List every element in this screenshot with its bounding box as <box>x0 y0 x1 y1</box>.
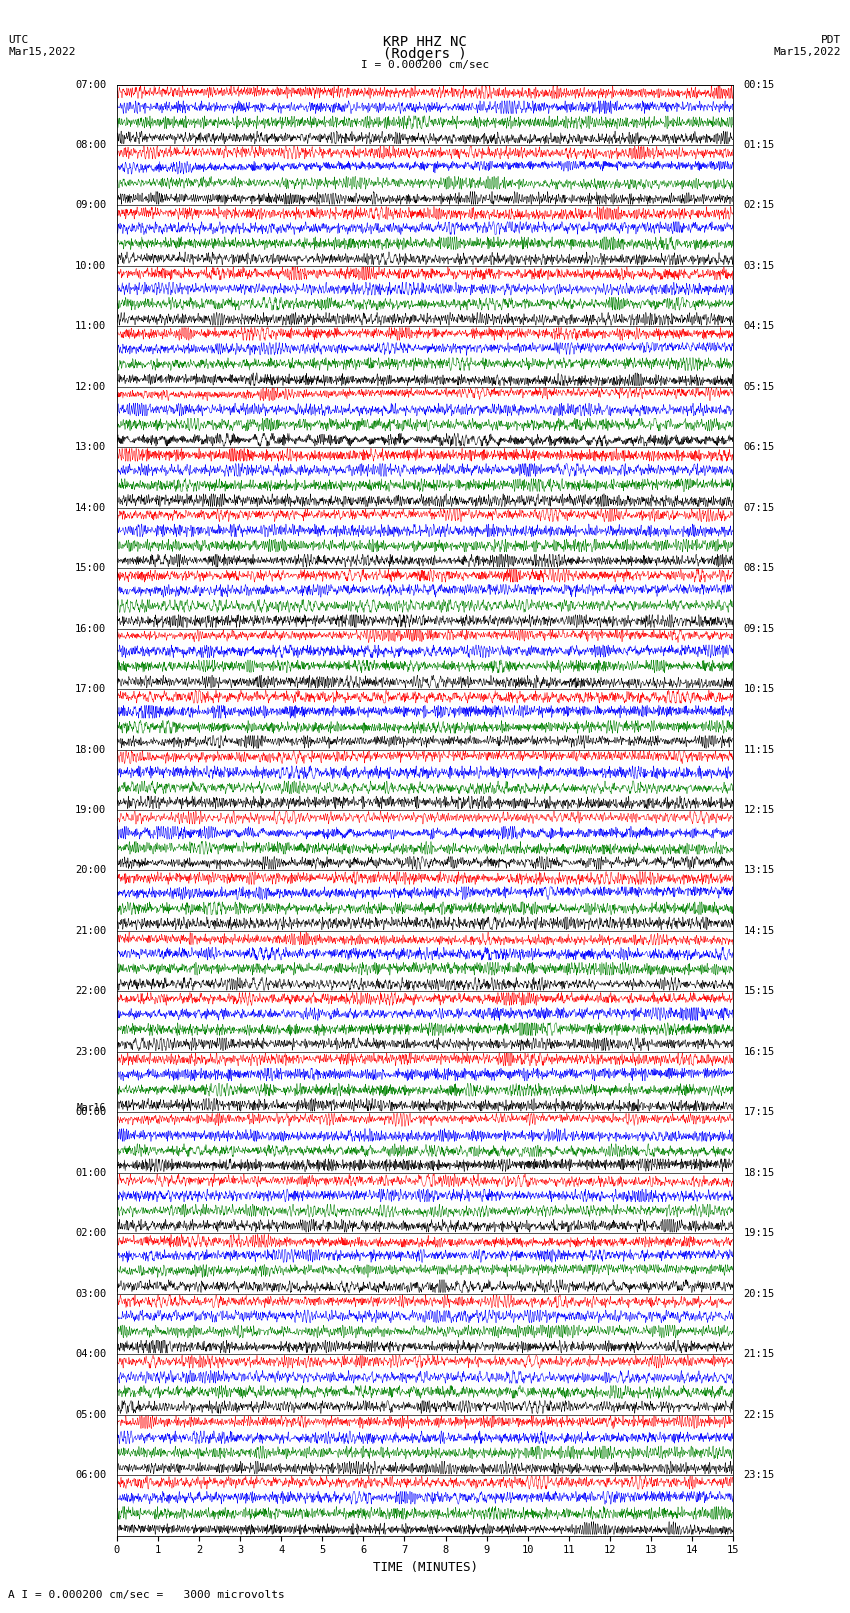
Text: 23:15: 23:15 <box>744 1469 775 1481</box>
X-axis label: TIME (MINUTES): TIME (MINUTES) <box>372 1561 478 1574</box>
Text: 11:00: 11:00 <box>75 321 106 331</box>
Text: 12:15: 12:15 <box>744 805 775 815</box>
Text: 05:00: 05:00 <box>75 1410 106 1419</box>
Text: 00:00: 00:00 <box>75 1107 106 1118</box>
Text: 09:15: 09:15 <box>744 624 775 634</box>
Text: 20:15: 20:15 <box>744 1289 775 1298</box>
Text: 05:15: 05:15 <box>744 382 775 392</box>
Text: 17:00: 17:00 <box>75 684 106 694</box>
Text: 02:00: 02:00 <box>75 1227 106 1239</box>
Text: 19:00: 19:00 <box>75 805 106 815</box>
Text: 18:00: 18:00 <box>75 745 106 755</box>
Text: 09:00: 09:00 <box>75 200 106 210</box>
Text: 22:00: 22:00 <box>75 987 106 997</box>
Text: Mar15,2022: Mar15,2022 <box>8 47 76 56</box>
Text: 20:00: 20:00 <box>75 866 106 876</box>
Text: 13:00: 13:00 <box>75 442 106 452</box>
Text: 04:00: 04:00 <box>75 1348 106 1360</box>
Text: 15:00: 15:00 <box>75 563 106 573</box>
Text: 07:00: 07:00 <box>75 79 106 89</box>
Text: 10:15: 10:15 <box>744 684 775 694</box>
Text: I = 0.000200 cm/sec: I = 0.000200 cm/sec <box>361 60 489 69</box>
Text: 14:15: 14:15 <box>744 926 775 936</box>
Text: 00:15: 00:15 <box>744 79 775 89</box>
Text: 22:15: 22:15 <box>744 1410 775 1419</box>
Text: 01:15: 01:15 <box>744 140 775 150</box>
Text: 07:15: 07:15 <box>744 503 775 513</box>
Text: Mar15,2022: Mar15,2022 <box>774 47 842 56</box>
Text: PDT: PDT <box>821 35 842 45</box>
Text: 19:15: 19:15 <box>744 1227 775 1239</box>
Text: UTC: UTC <box>8 35 29 45</box>
Text: 14:00: 14:00 <box>75 503 106 513</box>
Text: (Rodgers ): (Rodgers ) <box>383 47 467 61</box>
Text: Mar16: Mar16 <box>77 1103 106 1113</box>
Text: 10:00: 10:00 <box>75 261 106 271</box>
Text: KRP HHZ NC: KRP HHZ NC <box>383 35 467 50</box>
Text: 15:15: 15:15 <box>744 987 775 997</box>
Text: 08:15: 08:15 <box>744 563 775 573</box>
Text: A I = 0.000200 cm/sec =   3000 microvolts: A I = 0.000200 cm/sec = 3000 microvolts <box>8 1590 286 1600</box>
Text: 08:00: 08:00 <box>75 140 106 150</box>
Text: 02:15: 02:15 <box>744 200 775 210</box>
Text: 18:15: 18:15 <box>744 1168 775 1177</box>
Text: 16:00: 16:00 <box>75 624 106 634</box>
Text: 03:15: 03:15 <box>744 261 775 271</box>
Text: 03:00: 03:00 <box>75 1289 106 1298</box>
Text: 06:00: 06:00 <box>75 1469 106 1481</box>
Text: 13:15: 13:15 <box>744 866 775 876</box>
Text: 16:15: 16:15 <box>744 1047 775 1057</box>
Text: 11:15: 11:15 <box>744 745 775 755</box>
Text: 01:00: 01:00 <box>75 1168 106 1177</box>
Text: 12:00: 12:00 <box>75 382 106 392</box>
Text: 04:15: 04:15 <box>744 321 775 331</box>
Text: 06:15: 06:15 <box>744 442 775 452</box>
Text: 17:15: 17:15 <box>744 1107 775 1118</box>
Text: 21:15: 21:15 <box>744 1348 775 1360</box>
Text: 21:00: 21:00 <box>75 926 106 936</box>
Text: 23:00: 23:00 <box>75 1047 106 1057</box>
